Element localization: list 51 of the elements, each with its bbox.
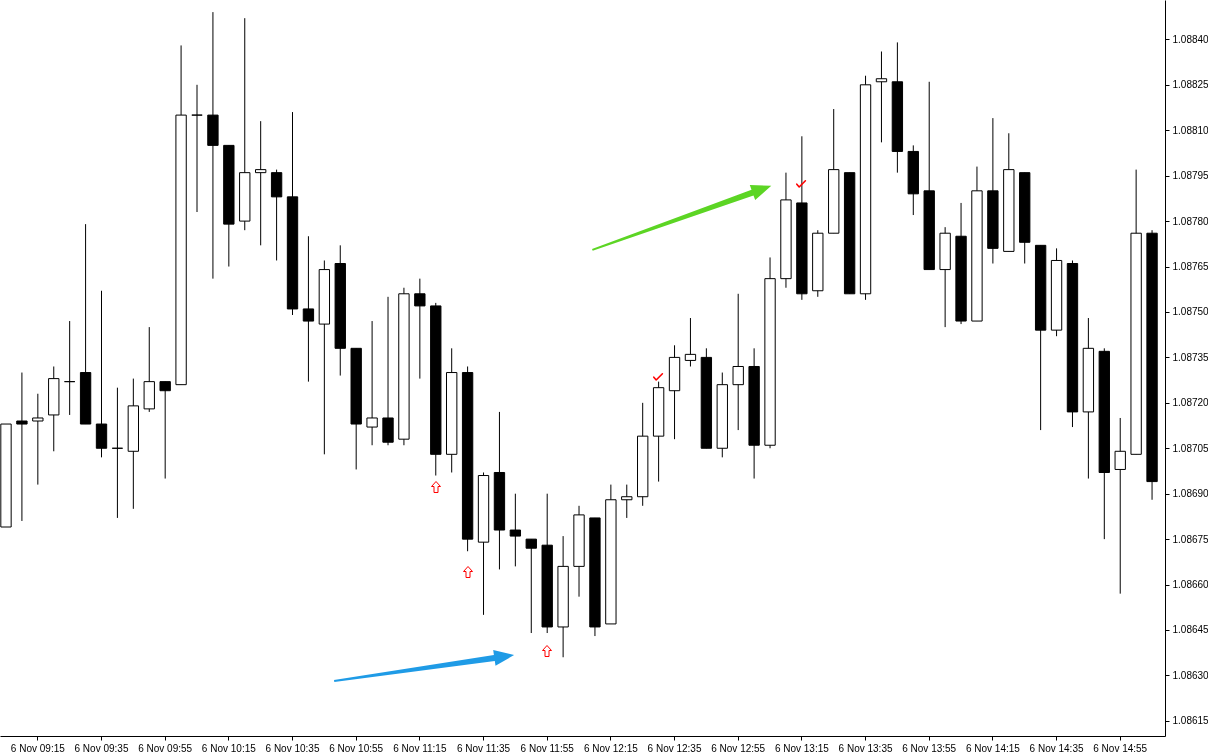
x-tick-label: 6 Nov 14:55: [1093, 742, 1148, 754]
y-tick-label: 1.08810: [1172, 124, 1208, 136]
candlestick: [159, 381, 171, 480]
y-tick-label: 1.08795: [1172, 170, 1208, 182]
y-tick-label: 1.08840: [1172, 33, 1208, 45]
candlestick: [414, 278, 426, 380]
x-tick-label: 6 Nov 11:55: [520, 742, 575, 754]
x-tick-label: 6 Nov 12:15: [583, 742, 639, 754]
x-tick-label: 6 Nov 10:55: [329, 742, 384, 754]
y-tick-label: 1.08675: [1172, 533, 1208, 545]
y-tick-label: 1.08660: [1172, 579, 1208, 591]
y-tick-label: 1.08615: [1172, 715, 1208, 727]
y-tick-label: 1.08690: [1172, 488, 1208, 500]
candlestick: [64, 320, 76, 416]
x-tick-label: 6 Nov 10:35: [265, 742, 320, 754]
x-tick-label: 6 Nov 10:15: [201, 742, 257, 754]
candlestick: [875, 50, 888, 143]
candlestick: [191, 84, 203, 213]
candlestick: [1114, 417, 1126, 595]
x-tick-label: 6 Nov 13:15: [774, 742, 830, 754]
candlestick: [302, 235, 315, 383]
y-tick-label: 1.08750: [1172, 306, 1208, 318]
x-tick-label: 6 Nov 11:15: [393, 742, 447, 754]
candlestick: [621, 484, 633, 519]
y-tick-label: 1.08780: [1172, 215, 1208, 227]
candlestick: [366, 320, 378, 446]
y-tick-label: 1.08825: [1172, 79, 1208, 91]
x-tick-label: 6 Nov 09:15: [10, 742, 66, 754]
y-tick-label: 1.08630: [1172, 669, 1208, 681]
y-tick-label: 1.08765: [1172, 261, 1208, 273]
x-tick-label: 6 Nov 09:55: [138, 742, 193, 754]
x-tick-label: 6 Nov 09:35: [74, 742, 129, 754]
y-tick-label: 1.08705: [1172, 442, 1208, 454]
candlestick: [525, 538, 537, 634]
x-tick-label: 6 Nov 14:35: [1029, 742, 1084, 754]
candlestick: [732, 293, 744, 431]
y-tick-label: 1.08720: [1172, 397, 1208, 409]
x-tick-label: 6 Nov 12:55: [711, 742, 766, 754]
x-tick-label: 6 Nov 11:35: [456, 742, 511, 754]
y-tick-label: 1.08645: [1172, 624, 1208, 636]
candlestick: [16, 372, 28, 522]
x-tick-label: 6 Nov 13:35: [838, 742, 893, 754]
candlestick: [684, 317, 697, 367]
candlestick: [255, 120, 267, 246]
y-tick-label: 1.08735: [1172, 351, 1208, 363]
candlestick: [111, 387, 124, 519]
candlestick: [509, 493, 522, 567]
x-tick-label: 6 Nov 12:35: [647, 742, 702, 754]
x-tick-label: 6 Nov 13:55: [902, 742, 957, 754]
candlestick: [32, 393, 44, 486]
x-tick-label: 6 Nov 14:15: [965, 742, 1021, 754]
